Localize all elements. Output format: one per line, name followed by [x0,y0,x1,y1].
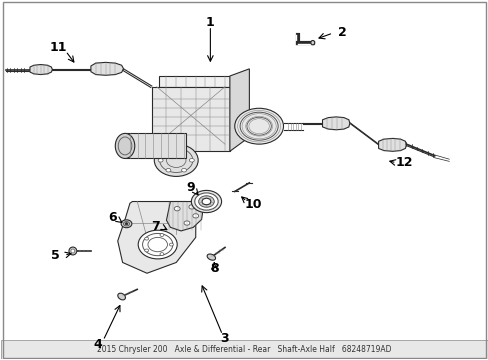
Ellipse shape [174,207,180,211]
Ellipse shape [169,243,173,246]
Ellipse shape [69,247,77,255]
Ellipse shape [207,254,215,260]
Polygon shape [91,62,123,75]
Text: 2015 Chrysler 200   Axle & Differential - Rear   Shaft-Axle Half   68248719AD: 2015 Chrysler 200 Axle & Differential - … [97,345,391,354]
Ellipse shape [202,198,210,205]
Ellipse shape [125,223,128,225]
Ellipse shape [71,249,75,253]
Ellipse shape [181,168,186,172]
Text: 4: 4 [94,338,102,351]
Text: 5: 5 [51,249,60,262]
Ellipse shape [123,222,129,226]
Ellipse shape [191,190,221,213]
Ellipse shape [144,237,148,240]
Ellipse shape [160,234,163,237]
Polygon shape [159,76,229,87]
Text: 11: 11 [49,41,67,54]
Text: 12: 12 [395,156,412,169]
Ellipse shape [189,158,194,162]
Ellipse shape [160,253,163,256]
Ellipse shape [183,221,189,225]
Ellipse shape [154,144,198,176]
Bar [0,339,488,359]
Ellipse shape [192,214,198,218]
Polygon shape [30,64,52,75]
Ellipse shape [181,149,186,152]
Polygon shape [118,202,195,273]
Text: 6: 6 [108,211,117,224]
Text: 7: 7 [151,220,160,233]
Ellipse shape [198,196,214,207]
Polygon shape [229,69,249,151]
Polygon shape [378,138,406,151]
Ellipse shape [234,108,283,144]
Text: 10: 10 [244,198,262,211]
Text: 8: 8 [209,262,218,275]
Text: 2: 2 [337,27,346,40]
Text: 1: 1 [205,16,214,29]
Polygon shape [152,87,229,151]
Ellipse shape [138,230,177,259]
Ellipse shape [188,205,194,209]
Ellipse shape [165,149,170,152]
Polygon shape [125,134,185,158]
Ellipse shape [165,168,170,172]
Ellipse shape [310,41,314,45]
Text: 3: 3 [220,332,229,345]
Ellipse shape [118,293,125,300]
Polygon shape [166,202,203,231]
Polygon shape [322,117,349,130]
Ellipse shape [194,193,218,210]
Ellipse shape [158,158,163,162]
Ellipse shape [115,134,135,158]
Ellipse shape [121,220,132,228]
Ellipse shape [144,249,148,252]
Text: 9: 9 [186,181,195,194]
